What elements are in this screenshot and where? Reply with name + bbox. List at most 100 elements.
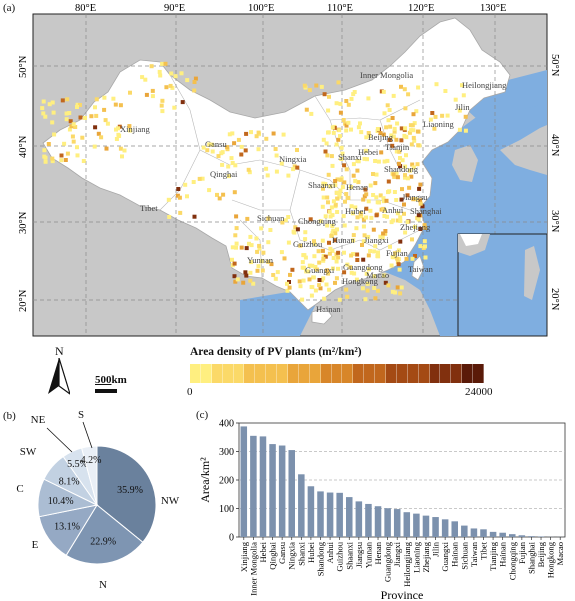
pv-density-cell	[321, 181, 326, 186]
pv-density-cell	[371, 193, 376, 197]
pv-density-cell	[361, 224, 366, 229]
pv-density-cell	[428, 117, 433, 122]
pv-density-cell	[298, 284, 303, 289]
pv-density-cell	[412, 138, 417, 143]
y-tick-label: 400	[219, 419, 234, 430]
pie-pct-label: 4.2%	[81, 455, 102, 466]
pv-density-cell	[265, 173, 270, 178]
pv-density-cell	[351, 92, 356, 97]
pv-density-cell	[384, 198, 389, 203]
pv-density-cell	[317, 283, 322, 288]
pv-density-cell	[352, 90, 357, 94]
pv-density-cell	[351, 238, 356, 243]
pv-density-cell	[301, 253, 306, 258]
pv-density-cell	[354, 226, 359, 231]
pv-density-cell	[331, 228, 336, 233]
pv-density-cell	[413, 254, 417, 258]
bar	[259, 436, 267, 537]
pv-density-cell	[375, 254, 380, 259]
pv-density-cell	[327, 240, 331, 245]
pv-density-cell	[349, 253, 354, 258]
lon-label: 100°E	[248, 3, 274, 14]
pv-density-cell	[279, 250, 284, 255]
pv-density-cell	[303, 237, 308, 242]
pv-density-cell	[363, 148, 368, 153]
pv-density-cell	[381, 89, 386, 94]
pv-density-cell	[371, 172, 375, 176]
pv-density-cell	[339, 157, 344, 161]
pv-density-cell	[403, 106, 408, 111]
pv-density-cell	[365, 157, 369, 162]
pv-density-cell	[328, 246, 333, 251]
x-tick-label: Zhejiang	[421, 541, 431, 572]
x-tick-label: Hubei	[306, 541, 316, 563]
pv-density-cell	[403, 126, 408, 131]
pv-density-cell	[261, 250, 266, 255]
pv-density-cell	[93, 105, 97, 110]
pv-density-cell	[96, 131, 101, 136]
pv-density-cell	[128, 90, 132, 95]
bar	[374, 506, 382, 537]
pv-density-cell	[333, 179, 338, 183]
bar	[355, 501, 363, 538]
pv-density-cell	[197, 176, 202, 181]
pv-density-cell	[359, 130, 364, 135]
pv-density-cell	[368, 249, 373, 253]
pv-density-cell	[382, 214, 387, 218]
province-label: Yunnan	[247, 255, 274, 265]
province-area-bar-chart: 0 100 200 300 400 Area/km² Xinjiang Inner Mongo…	[198, 419, 566, 601]
pv-density-cell	[350, 211, 355, 216]
pv-density-cell	[361, 197, 366, 202]
pv-density-cell	[273, 147, 278, 151]
pv-density-cell	[232, 261, 237, 266]
pv-density-cell	[300, 297, 305, 302]
pv-density-cell	[286, 240, 291, 245]
pv-density-cell	[335, 177, 340, 182]
pv-density-cell	[338, 188, 343, 193]
legend-swatch	[288, 364, 299, 383]
pv-density-cell	[94, 113, 99, 118]
legend-swatch	[211, 364, 223, 383]
x-tick-label: Macao	[555, 542, 565, 565]
panel-a-label: (a)	[3, 2, 16, 14]
pv-density-cell	[399, 197, 404, 202]
pv-density-cell	[70, 134, 75, 139]
pv-density-cell	[281, 132, 286, 137]
pv-density-cell	[291, 167, 296, 172]
x-tick-label: Tianjing	[488, 541, 498, 571]
pv-density-cell	[445, 113, 450, 118]
pv-density-cell	[394, 149, 399, 154]
province-label: Zhejiang	[400, 222, 431, 232]
pv-density-cell	[338, 134, 342, 139]
pv-density-cell	[422, 223, 427, 228]
pv-density-cell	[364, 206, 369, 211]
pv-density-cell	[413, 197, 418, 202]
pv-density-cell	[239, 245, 244, 250]
pv-density-cell	[128, 128, 133, 133]
legend-swatch	[418, 364, 430, 383]
x-tick-label: Henan	[373, 541, 383, 564]
pv-density-cell	[99, 135, 104, 140]
x-tick-label: Guangxi	[440, 541, 450, 571]
pie-pct-label: 10.4%	[48, 496, 74, 507]
pv-density-cell	[398, 164, 403, 169]
pv-density-cell	[316, 249, 321, 254]
pv-density-cell	[295, 148, 299, 152]
x-tick-label: Gansu	[277, 541, 287, 564]
pv-density-cell	[344, 99, 349, 103]
pv-density-cell	[373, 244, 378, 249]
pv-density-cell	[364, 192, 369, 197]
pv-density-cell	[363, 297, 368, 302]
bar	[461, 525, 468, 537]
pv-density-cell	[353, 205, 358, 210]
pv-density-cell	[335, 196, 340, 201]
pv-density-cell	[386, 283, 391, 288]
inset-china	[460, 234, 482, 246]
province-label: Jilin	[455, 102, 470, 112]
pv-density-cell	[375, 200, 380, 205]
pv-density-cell	[353, 178, 358, 183]
pv-density-cell	[339, 145, 344, 150]
pv-density-cell	[42, 148, 47, 153]
legend-swatch	[342, 364, 354, 383]
bar	[336, 492, 343, 537]
